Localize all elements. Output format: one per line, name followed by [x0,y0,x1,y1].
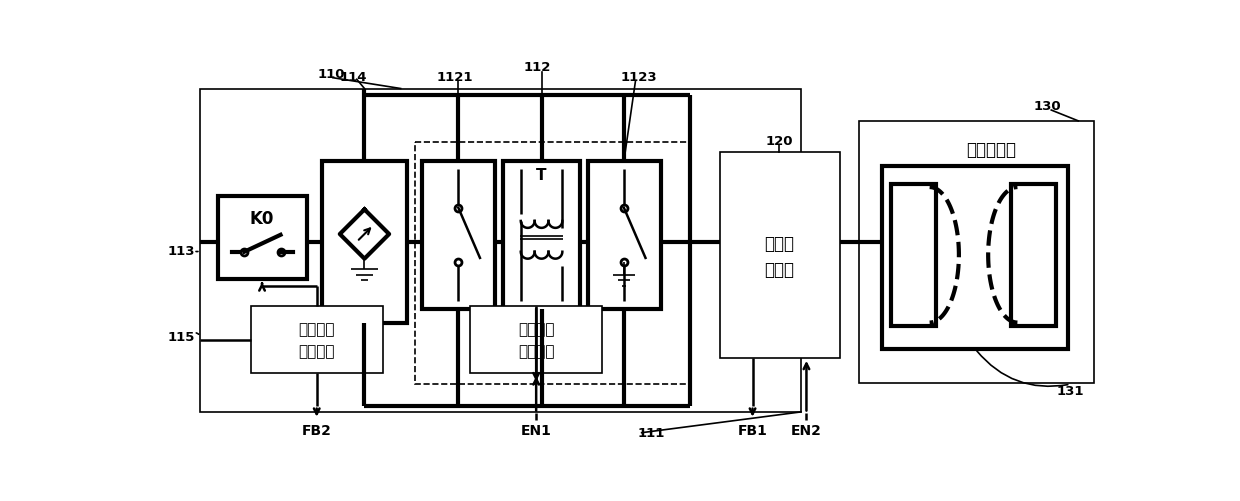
Text: 130: 130 [1034,100,1061,113]
Bar [414,143,691,384]
Text: EN2: EN2 [791,423,822,437]
Text: 电梯制动器: 电梯制动器 [966,140,1017,158]
Text: K0: K0 [250,209,274,227]
Bar [218,197,306,280]
Text: 110: 110 [317,68,345,81]
Bar [588,161,661,309]
Text: 抱闸控: 抱闸控 [765,235,795,253]
Bar [720,152,839,358]
Text: FB1: FB1 [738,423,768,437]
Text: FB2: FB2 [301,423,331,437]
Bar [250,306,383,374]
Bar [892,184,936,327]
Bar [859,122,1094,383]
Text: 112: 112 [525,61,552,74]
Text: 电源驱动: 电源驱动 [518,322,554,337]
Text: 120: 120 [766,134,794,147]
Text: 1121: 1121 [436,71,472,84]
Text: 电路模块: 电路模块 [518,343,554,358]
Bar [422,161,495,309]
Bar [503,161,580,309]
Text: 电源短路: 电源短路 [299,322,335,337]
Text: T: T [537,168,547,183]
Text: 113: 113 [167,244,195,257]
Text: 检测模块: 检测模块 [299,343,335,358]
Text: 1123: 1123 [621,71,657,84]
Text: 制电路: 制电路 [765,260,795,278]
Text: 114: 114 [340,71,367,84]
Bar [882,166,1068,349]
Text: EN1: EN1 [521,423,552,437]
Text: 115: 115 [167,330,195,343]
Bar [201,89,801,412]
Text: 131: 131 [1056,384,1084,397]
Bar [470,306,603,374]
Bar [1012,184,1056,327]
Bar [322,161,407,323]
Text: 111: 111 [637,426,665,439]
